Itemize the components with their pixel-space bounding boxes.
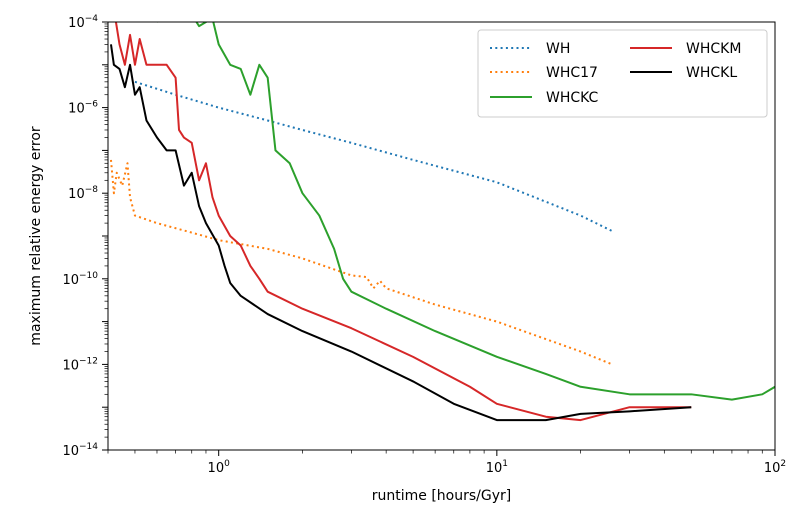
y-tick-label: 10−4 [68,14,98,31]
legend: WH WHC17 WHCKC WHCKM WHCKL [477,29,768,118]
legend-label: WHCKC [546,90,599,106]
y-tick-label: 10−6 [68,100,98,117]
legend-label: WH [546,41,570,57]
y-tick-label: 10−8 [68,185,98,202]
y-axis-ticks: 10−14 10−12 10−10 10−8 10−6 10−4 [62,14,108,459]
x-axis-label: runtime [hours/Gyr] [372,488,511,504]
legend-label: WHCKL [686,65,737,81]
y-tick-label: 10−12 [62,356,98,373]
x-tick-label: 102 [764,459,786,476]
legend-entry-whckl: WHCKL [630,65,737,81]
series-line-whckc [156,22,775,401]
y-tick-label: 10−14 [62,442,98,459]
x-axis-ticks: 100 101 102 [107,450,786,476]
x-tick-label: 100 [208,459,231,476]
legend-label: WHC17 [546,65,598,81]
legend-box [477,29,768,118]
series-layer [109,22,775,422]
series-line-whckm [110,22,692,422]
series-line-whc17 [109,159,613,366]
legend-entry-whc17: WHC17 [490,65,598,81]
series-line-wh [134,80,613,233]
x-tick-label: 101 [486,459,508,476]
legend-entry-wh: WH [490,41,570,57]
series-line-whckl [109,44,692,422]
y-tick-label: 10−10 [62,271,98,288]
y-axis-label: maximum relative energy error [28,126,44,346]
legend-entry-whckm: WHCKM [630,41,741,57]
legend-label: WHCKM [686,41,741,57]
legend-entry-whckc: WHCKC [490,90,599,106]
plot-area [109,22,775,422]
